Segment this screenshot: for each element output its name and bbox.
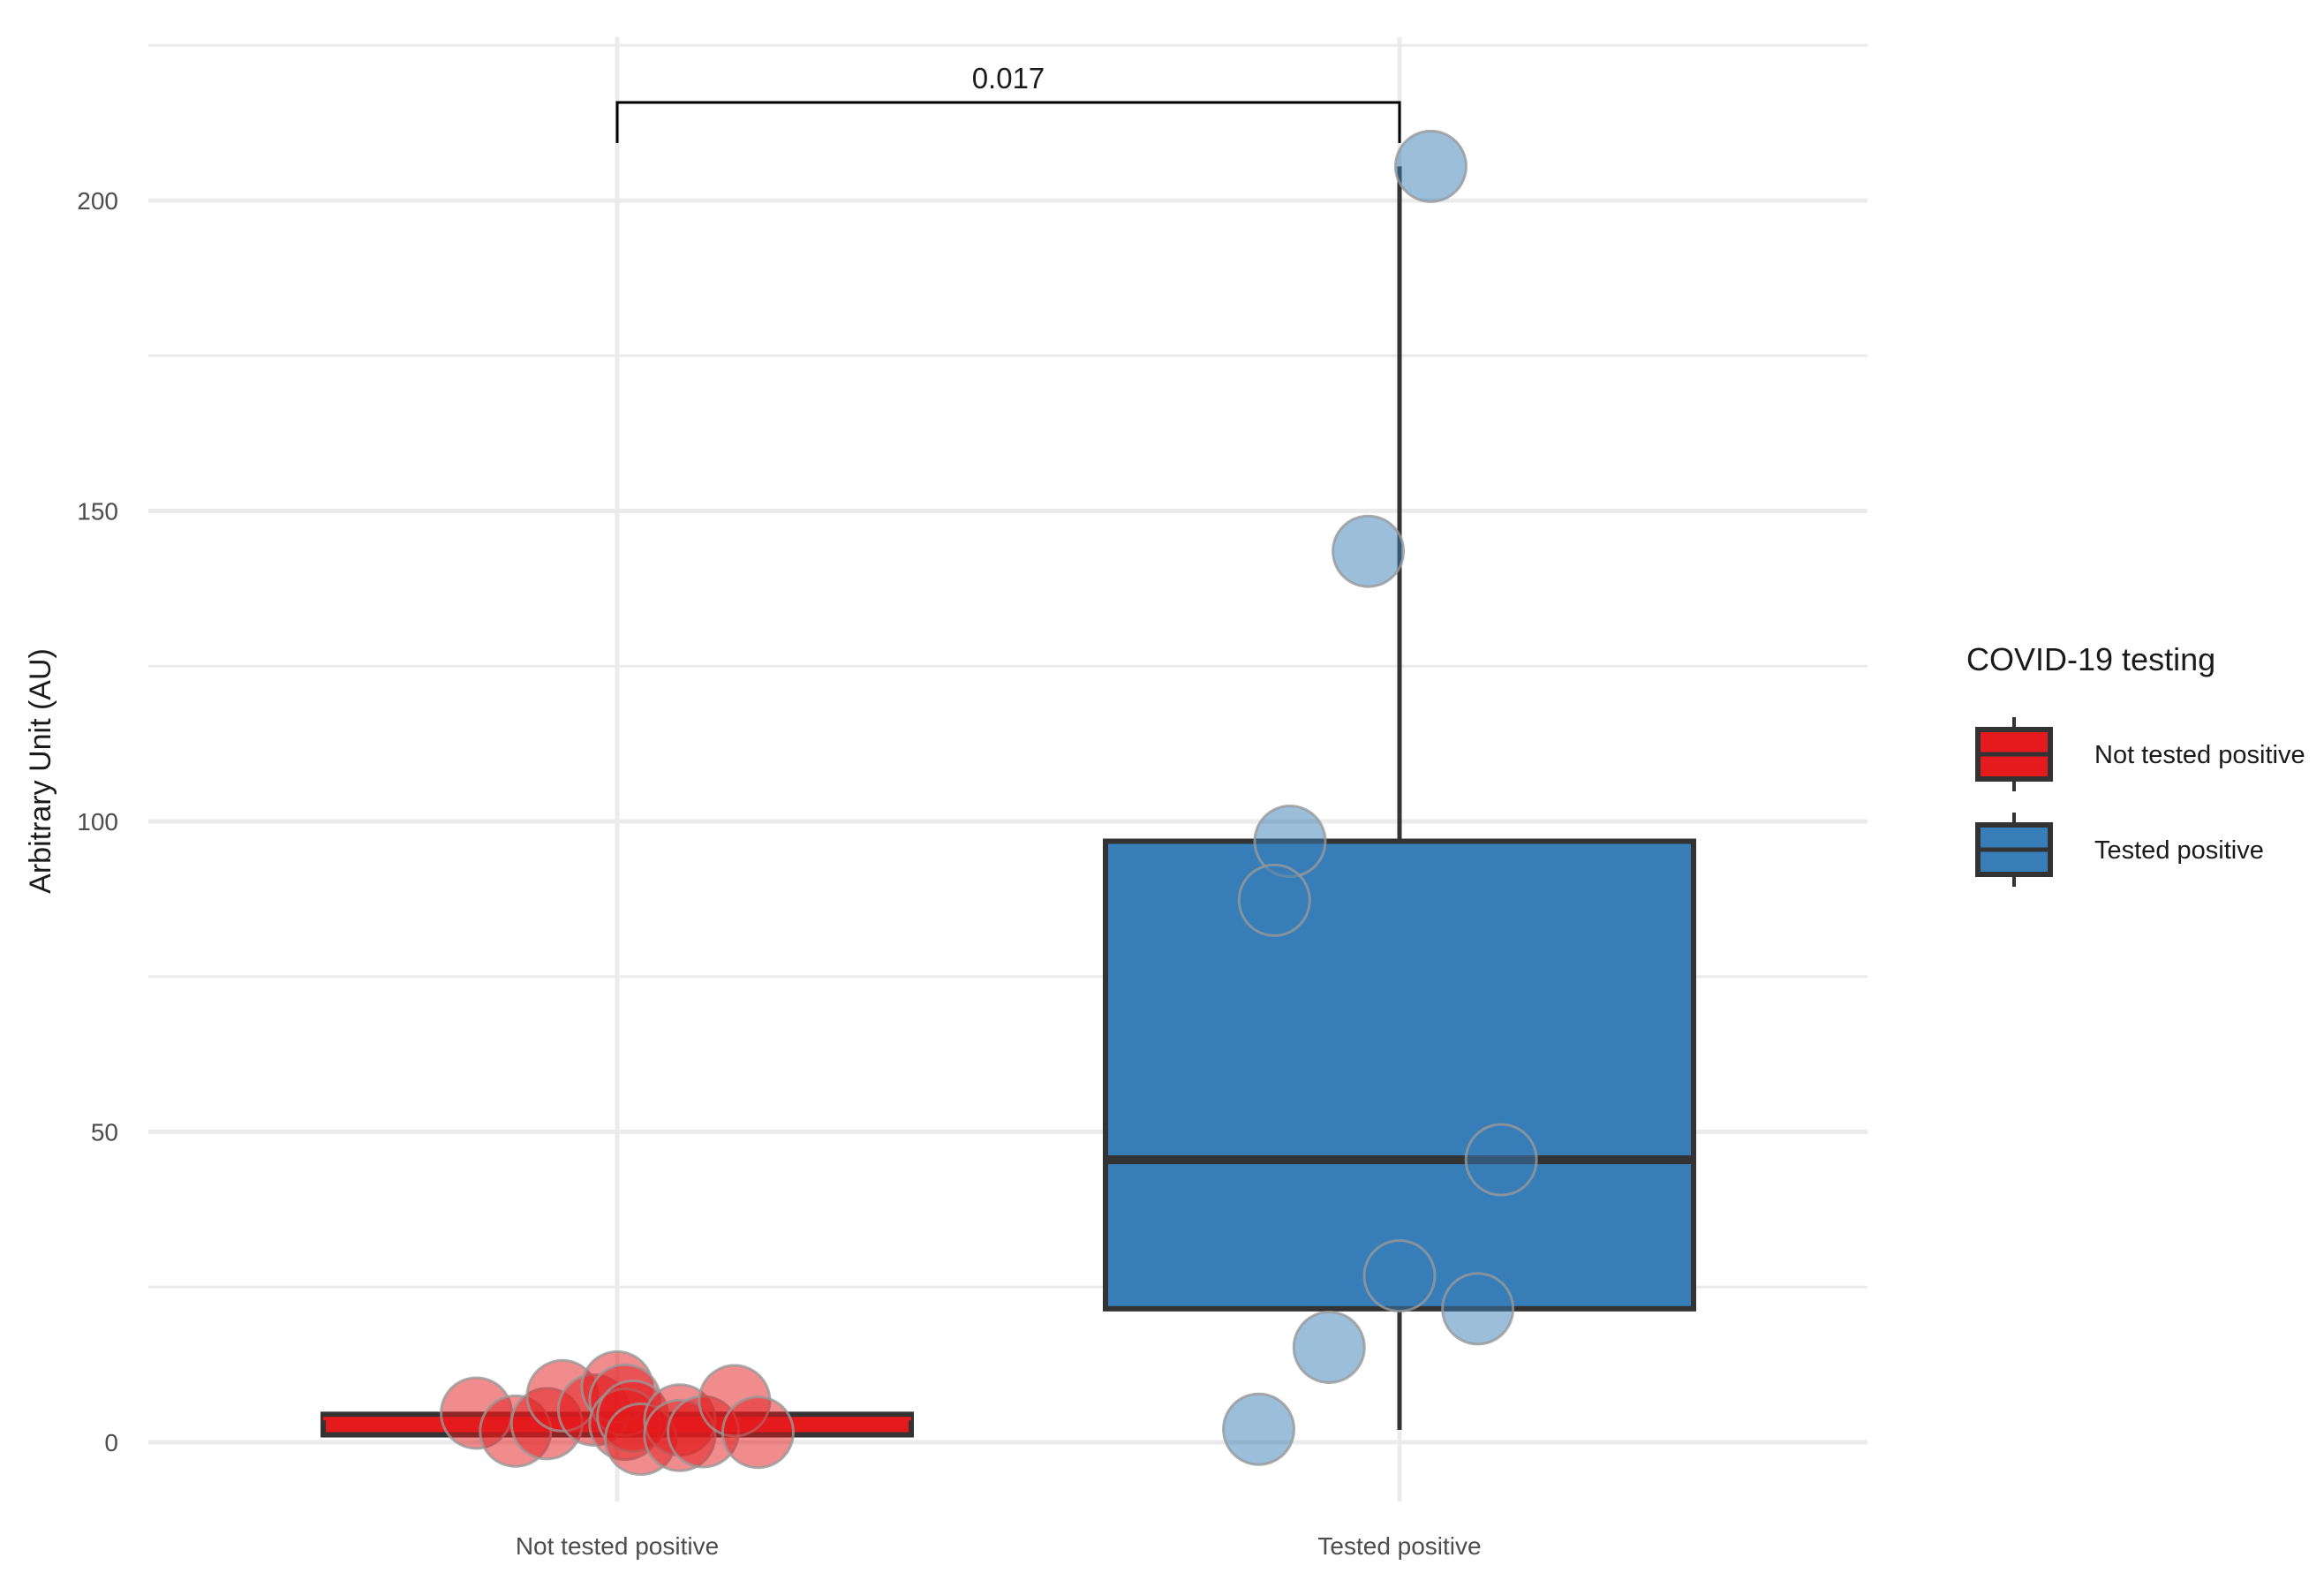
legend-title: COVID-19 testing [1966,641,2215,677]
data-point [1237,863,1311,937]
data-point [1292,1310,1366,1384]
legend: COVID-19 testing Not tested positive Test… [1966,641,2305,887]
box-tested-positive [1103,166,1696,1430]
data-point [1332,514,1406,588]
y-tick-label: 150 [77,498,118,526]
legend-item: Not tested positive [1975,717,2305,791]
y-axis-title: Arbitrary Unit (AU) [24,648,57,894]
legend-item: Tested positive [1975,813,2264,887]
point-layer [440,129,1538,1476]
data-point [1222,1392,1296,1466]
y-axis-ticks: 0 50 100 150 200 [77,187,118,1456]
x-tick-label: Not tested positive [516,1532,719,1560]
significance-bracket: 0.017 [615,62,1401,143]
x-axis-ticks: Not tested positive Tested positive [516,1532,1482,1560]
box-body [1103,838,1696,1312]
legend-label: Not tested positive [2094,741,2305,769]
y-tick-label: 100 [77,808,118,836]
y-tick-label: 0 [104,1429,118,1456]
data-point [1362,1239,1437,1313]
legend-label: Tested positive [2094,836,2264,865]
data-point [1441,1272,1515,1346]
data-point [721,1395,795,1470]
x-tick-label: Tested positive [1317,1532,1481,1560]
significance-bracket-line [615,101,1401,143]
y-tick-label: 50 [91,1119,118,1146]
data-point [1464,1123,1538,1197]
data-point [1393,129,1468,203]
y-tick-label: 200 [77,187,118,215]
significance-label: 0.017 [972,62,1045,95]
